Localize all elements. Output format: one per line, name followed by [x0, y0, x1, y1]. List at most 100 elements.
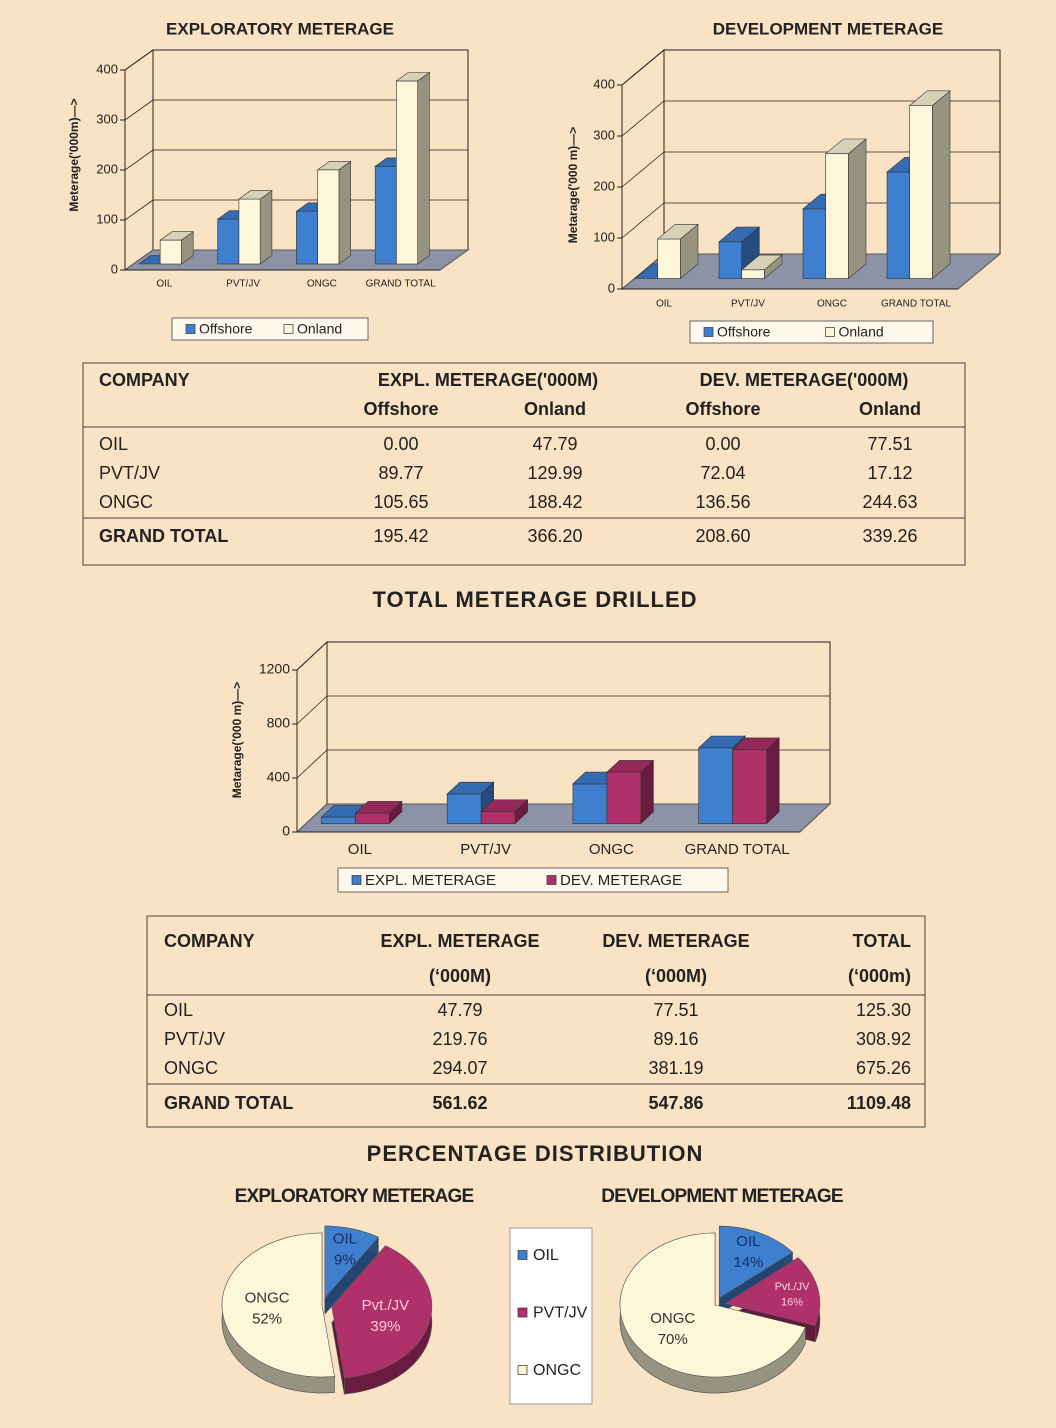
- x-tick-label: OIL: [156, 279, 173, 290]
- y-axis-label: Metarage('000 m)—>: [566, 127, 580, 244]
- table-cell: 381.19: [648, 1058, 703, 1078]
- y-tick-label: 400: [267, 769, 291, 785]
- legend-label: DEV. METERAGE: [560, 872, 682, 889]
- slice-label: Pvt./JV: [362, 1297, 410, 1314]
- bar-top: [606, 760, 655, 773]
- bar: [741, 269, 765, 279]
- table-cell: 129.99: [527, 463, 582, 483]
- y-tick-label: 1200: [259, 661, 290, 677]
- bar: [321, 816, 356, 824]
- legend-box: [689, 320, 934, 344]
- y-tick-label: 400: [593, 76, 615, 91]
- bar: [572, 783, 608, 824]
- slice-label: ONGC: [245, 1289, 290, 1306]
- legend-swatch: [703, 327, 714, 337]
- section-heading: PERCENTAGE DISTRIBUTION: [367, 1141, 704, 1166]
- bar: [825, 153, 849, 279]
- grid-line: [621, 100, 665, 137]
- x-tick-label: OIL: [656, 299, 673, 310]
- slice-value-label: 39%: [370, 1318, 400, 1335]
- table-header: TOTAL: [853, 931, 911, 951]
- y-tick-label: 400: [96, 61, 118, 76]
- grid-line: [124, 149, 154, 171]
- y-tick-label: 200: [593, 178, 615, 193]
- slice-value-label: 16%: [781, 1297, 803, 1309]
- table-cell: 77.51: [653, 1000, 698, 1020]
- legend-label: OIL: [533, 1247, 559, 1264]
- bar: [217, 218, 240, 265]
- bar: [909, 105, 933, 279]
- bar-side: [766, 737, 780, 825]
- bar: [317, 169, 340, 265]
- table-cell: 219.76: [432, 1029, 487, 1049]
- table-cell: 47.79: [532, 434, 577, 454]
- bar-top: [731, 737, 780, 750]
- grid-line: [296, 749, 328, 779]
- grid-line: [621, 202, 665, 239]
- chart-title: TOTAL METERAGE DRILLED: [372, 587, 697, 612]
- bar-top: [237, 190, 273, 200]
- bar-top: [718, 226, 761, 243]
- table-subheader: (‘000m): [848, 966, 911, 986]
- table-header: DEV. METERAGE('000M): [700, 370, 909, 390]
- legend-swatch: [546, 875, 557, 885]
- slice-value-label: 52%: [252, 1310, 282, 1327]
- pie-slice: [718, 1225, 793, 1299]
- x-tick-label: GRAND TOTAL: [881, 299, 951, 310]
- table-subheader: Onland: [859, 399, 921, 419]
- bar: [396, 80, 418, 265]
- bar-top: [395, 72, 431, 82]
- bar: [718, 241, 743, 279]
- table-total-cell: 561.62: [432, 1093, 487, 1113]
- legend-swatch: [517, 1307, 528, 1318]
- bar: [480, 811, 516, 824]
- slice-label: OIL: [333, 1230, 357, 1247]
- legend-label: Onland: [839, 324, 884, 340]
- y-tick-label: 300: [593, 127, 615, 142]
- y-tick-label: 200: [96, 161, 118, 176]
- table-cell: PVT/JV: [99, 463, 160, 483]
- bar: [374, 165, 397, 265]
- y-tick-label: 100: [593, 229, 615, 244]
- x-tick-label: GRAND TOTAL: [366, 279, 436, 290]
- legend-label: Onland: [297, 321, 342, 337]
- table-cell: 244.63: [862, 492, 917, 512]
- table-subheader: (‘000M): [645, 966, 707, 986]
- bar: [238, 198, 261, 265]
- bar: [159, 239, 182, 265]
- grid-line: [124, 49, 154, 71]
- legend-label: Offshore: [717, 324, 771, 340]
- table-cell: ONGC: [99, 492, 153, 512]
- table-frame: [146, 915, 926, 1128]
- slice-label: OIL: [736, 1233, 760, 1250]
- table-cell: 89.16: [653, 1029, 698, 1049]
- y-tick-label: 100: [96, 211, 118, 226]
- bar-side: [932, 90, 951, 280]
- bar-side: [338, 160, 352, 265]
- legend-swatch: [825, 327, 835, 337]
- table-total-cell: 366.20: [527, 526, 582, 546]
- grid-line: [296, 695, 328, 725]
- table-header: COMPANY: [99, 370, 190, 390]
- table-header: DEV. METERAGE: [602, 931, 749, 951]
- table-total-cell: 1109.48: [847, 1093, 911, 1113]
- pie-slice: [221, 1232, 335, 1378]
- bar: [732, 749, 767, 824]
- pie-slice: [619, 1232, 806, 1378]
- x-tick-label: OIL: [348, 841, 372, 858]
- legend-label: ONGC: [533, 1362, 581, 1379]
- table-total-cell: GRAND TOTAL: [99, 526, 228, 546]
- x-tick-label: PVT/JV: [226, 279, 260, 290]
- table-cell: 136.56: [695, 492, 750, 512]
- table-total-cell: 339.26: [862, 526, 917, 546]
- table-cell: 0.00: [383, 434, 418, 454]
- y-tick-label: 300: [96, 111, 118, 126]
- legend-label: Offshore: [199, 321, 253, 337]
- bar-top: [697, 735, 746, 749]
- bar-top: [159, 231, 195, 241]
- grid-line: [124, 199, 154, 221]
- table-subheader: Offshore: [363, 399, 438, 419]
- legend-box: [171, 317, 369, 341]
- bar: [606, 771, 642, 824]
- bar-top: [908, 90, 951, 106]
